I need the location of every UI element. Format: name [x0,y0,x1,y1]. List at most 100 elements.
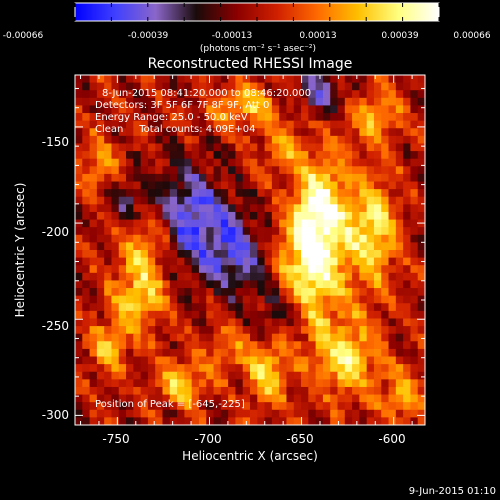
heatmap-cell [206,364,215,373]
heatmap-cell [206,113,215,122]
heatmap-cell [75,409,83,418]
heatmap-cell [147,75,156,84]
heatmap-cell [82,158,91,167]
heatmap-cell [388,348,397,358]
heatmap-cell [286,250,295,259]
heatmap-cell [293,128,302,137]
heatmap-cell [257,90,266,99]
heatmap-cell [162,318,171,327]
heatmap-cell [417,417,425,425]
heatmap-cell [198,219,207,228]
heatmap-cell [381,90,390,99]
heatmap-cell [381,371,390,380]
heatmap-cell [271,166,280,175]
heatmap-cell [250,227,258,236]
heatmap-cell [388,265,397,274]
heatmap-cell [104,189,113,198]
heatmap-cell [169,318,178,327]
heatmap-cell [82,143,91,152]
heatmap-cell [315,219,324,228]
heatmap-cell [366,371,375,380]
heatmap-cell [337,257,346,266]
heatmap-cell [228,75,237,84]
heatmap-cell [118,181,127,190]
heatmap-cell [169,386,178,396]
heatmap-cell [344,318,353,327]
heatmap-cell [213,151,222,160]
heatmap-cell [337,417,346,425]
heatmap-cell [395,417,404,425]
heatmap-cell [228,82,237,91]
heatmap-cell [315,242,324,251]
heatmap-cell [147,90,156,99]
heatmap-cell [82,173,91,183]
heatmap-cell [104,295,113,304]
heatmap-cell [220,280,229,289]
heatmap-cell [111,272,120,282]
heatmap-cell [330,364,339,373]
heatmap-cell [235,204,244,213]
heatmap-cell [366,402,375,411]
heatmap-cell [155,417,164,425]
heatmap-cell [133,417,142,425]
heatmap-cell [403,333,412,342]
heatmap-cell [96,158,105,167]
heatmap-cell [147,265,156,274]
heatmap-cell [89,265,98,274]
heatmap-cell [271,135,280,145]
heatmap-cell [147,189,156,198]
y-tick-label: -250 [42,319,69,333]
heatmap-cell [315,196,324,205]
heatmap-cell [344,379,353,388]
heatmap-cell [352,196,360,205]
heatmap-cell [322,128,331,137]
heatmap-cell [104,143,113,152]
x-tick-label: -600 [378,432,405,446]
heatmap-cell [206,288,215,297]
heatmap-cell [344,211,353,221]
heatmap-cell [410,173,419,183]
heatmap-cell [286,409,295,418]
heatmap-cell [235,348,244,358]
heatmap-cell [162,120,171,129]
heatmap-cell [242,166,251,175]
heatmap-cell [359,97,368,107]
heatmap-cell [147,364,156,373]
heatmap-cell [126,257,134,266]
heatmap-cell [250,181,258,190]
heatmap-cell [133,295,142,304]
heatmap-cell [213,90,222,99]
heatmap-cell [373,211,382,221]
heatmap-cell [286,151,295,160]
heatmap-cell [381,173,390,183]
heatmap-cell [322,189,331,198]
heatmap-cell [344,242,353,251]
heatmap-cell [315,356,324,365]
heatmap-cell [417,250,425,259]
heatmap-cell [235,356,244,365]
heatmap-cell [184,113,193,122]
heatmap-cell [111,189,120,198]
heatmap-cell [191,75,200,84]
colorbar-ticks [74,3,440,21]
heatmap-cell [381,211,390,221]
heatmap-cell [315,402,324,411]
heatmap-cell [381,394,390,403]
heatmap-cell [388,82,397,91]
heatmap-cell [133,219,142,228]
heatmap-cell [220,219,229,228]
heatmap-cell [235,234,244,243]
heatmap-cell [330,265,339,274]
heatmap-cell [133,82,142,91]
heatmap-cell [250,166,258,175]
heatmap-cell [89,326,98,335]
heatmap-cell [104,250,113,259]
heatmap-cell [279,250,288,259]
heatmap-cell [228,158,237,167]
heatmap-cell [191,242,200,251]
heatmap-cell [184,402,193,411]
heatmap-cell [257,120,266,129]
heatmap-cell [104,417,113,425]
heatmap-cell [228,341,237,350]
heatmap-cell [118,250,127,259]
